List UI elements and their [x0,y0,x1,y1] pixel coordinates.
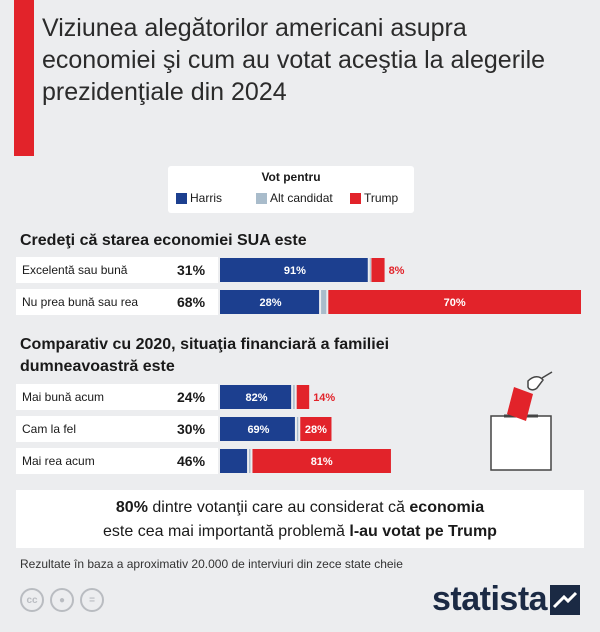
legend-swatch [176,192,187,204]
cc-icon[interactable]: cc [20,588,44,612]
statista-logo-mark [550,585,580,615]
row-band [16,384,218,410]
bar-value-label: 28% [305,424,327,436]
bar-harris [220,449,248,473]
bar-trump [300,417,332,441]
bar-trump [252,449,391,473]
legend-item-trump: Trump [350,191,398,205]
bar-value-label: 70% [444,297,466,309]
row-band [16,257,218,283]
by-icon[interactable]: ● [50,588,74,612]
bar-value-label: 69% [247,424,269,436]
callout-line-1: 80% dintre votanţii care au considerat c… [16,490,584,520]
bar-trump [371,258,385,282]
bar-harris [220,258,368,282]
callout-box: 80% dintre votanţii care au considerat c… [16,490,584,548]
bar-trump [328,290,581,314]
row-label: Excelentă sau bună [22,263,128,277]
row-share: 31% [177,262,206,278]
row-band [16,416,218,442]
chart-title: Viziunea alegătorilor americani asupra e… [42,14,546,106]
row-label: Nu prea bună sau rea [22,295,139,309]
bar-harris [220,417,295,441]
row-label: Mai rea acum [22,454,95,468]
callout-topic: economia [409,499,485,516]
legend: Vot pentru Harris Alt candidat Trump [168,166,414,213]
bar-value-label: 81% [311,456,333,468]
bar-alt-candidat [293,385,295,409]
bar-alt-candidat [369,258,371,282]
callout-line-2: este cea mai importantă problemă l-au vo… [16,520,584,544]
row-share: 30% [177,421,206,437]
bar-trump [296,385,310,409]
bar-alt-candidat [321,290,327,314]
accent-bar [14,0,34,156]
bar-value-label: 14% [313,392,335,404]
row-share: 68% [177,294,206,310]
license-icons: cc ● = [20,588,104,612]
callout-pct: 80% [115,499,148,516]
callout-text-2: este cea mai importantă problemă [103,523,350,540]
row-label: Mai bună acum [22,390,105,404]
legend-item-other: Alt candidat [256,191,333,205]
legend-label: Harris [190,191,222,205]
section-title-economy: Credeţi că starea economiei SUA este [20,232,307,249]
source-note: Rezultate în baza a aproximativ 20.000 d… [20,557,403,571]
callout-conclusion: l-au votat pe Trump [349,523,497,540]
bar-value-label: 82% [246,392,268,404]
row-label: Cam la fel [22,422,77,436]
bar-value-label: 91% [284,265,306,277]
bar-harris [220,290,320,314]
bar-harris [220,385,292,409]
legend-label: Trump [364,191,399,205]
row-share: 24% [177,389,206,405]
legend-swatch [256,192,267,204]
callout-text: dintre votanţii care au considerat că [147,499,410,516]
bar-alt-candidat [296,417,299,441]
bar-alt-candidat [249,449,251,473]
statista-logo[interactable]: statista [432,580,548,618]
bar-value-label: 28% [260,297,282,309]
legend-swatch [350,192,361,204]
legend-label: Alt candidat [270,191,333,205]
row-band [16,448,218,474]
nd-icon[interactable]: = [80,588,104,612]
legend-title: Vot pentru [261,170,321,184]
row-band [16,289,218,315]
bar-value-label: 8% [389,265,405,277]
legend-item-harris: Harris [176,191,222,205]
row-share: 46% [177,453,206,469]
section-title-finances: Comparativ cu 2020, situaţia financiară … [20,336,390,375]
